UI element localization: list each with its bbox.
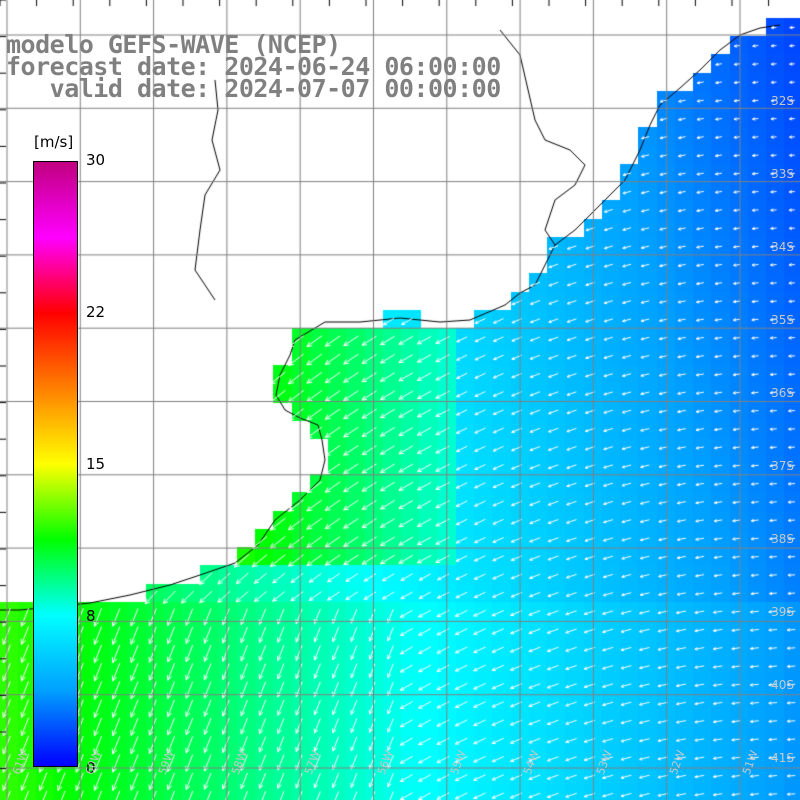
colorbar-tick-15: 15 (86, 455, 106, 473)
lat-label: 40S (771, 678, 794, 692)
colorbar-tick-0: 0 (86, 759, 96, 777)
lat-label: 38S (771, 532, 794, 546)
colorbar-tick-22: 22 (86, 303, 106, 321)
colorbar-tick-8: 8 (86, 607, 96, 625)
colorbar-tick-30: 30 (86, 151, 106, 169)
lat-label: 32S (771, 94, 794, 108)
lat-label: 39S (771, 605, 794, 619)
lat-label: 34S (771, 240, 794, 254)
forecast-date: forecast date: 2024-06-24 06:00:00 (6, 52, 501, 81)
lat-label: 37S (771, 459, 794, 473)
model-title: modelo GEFS-WAVE (NCEP) (6, 30, 341, 59)
colorbar-unit: [m/s] (34, 133, 74, 151)
lat-label: 36S (771, 386, 794, 400)
lat-label: 33S (771, 167, 794, 181)
valid-date: valid date: 2024-07-07 00:00:00 (6, 74, 502, 103)
colorbar (33, 161, 78, 767)
lat-label: 41S (771, 751, 794, 765)
lat-label: 35S (771, 313, 794, 327)
